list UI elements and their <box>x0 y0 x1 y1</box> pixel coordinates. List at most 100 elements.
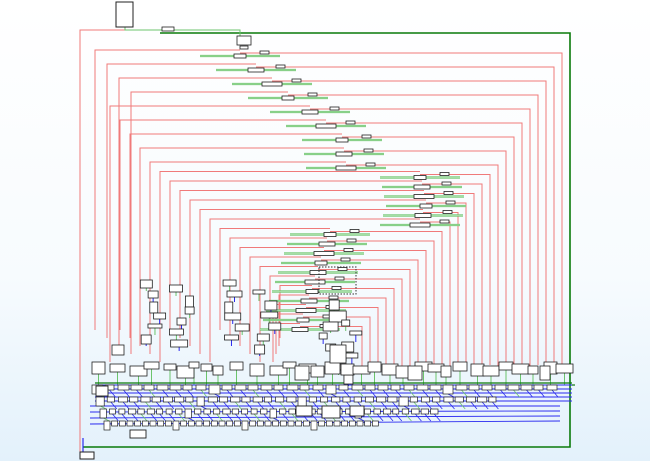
graph-node[interactable] <box>239 45 249 50</box>
dispatch-node[interactable] <box>349 405 365 417</box>
case-node[interactable] <box>310 365 325 378</box>
ladder-node[interactable] <box>296 317 310 323</box>
dispatch-node[interactable] <box>210 420 218 427</box>
dispatch-node[interactable] <box>272 420 280 427</box>
case-node[interactable] <box>212 365 224 376</box>
ladder-label-node[interactable] <box>439 219 450 224</box>
ladder-label-node[interactable] <box>307 92 318 97</box>
dispatch-node[interactable] <box>443 396 454 403</box>
dispatch-node[interactable] <box>118 420 126 427</box>
ladder-label-node[interactable] <box>275 64 286 69</box>
dispatch-node[interactable] <box>118 396 129 403</box>
dispatch-node[interactable] <box>302 420 310 427</box>
dispatch-node[interactable] <box>140 396 151 403</box>
dispatch-node[interactable] <box>390 384 401 391</box>
case-node[interactable] <box>329 344 347 364</box>
dispatch-node[interactable] <box>141 420 149 427</box>
dispatch-node[interactable] <box>234 384 247 391</box>
case-node[interactable] <box>555 363 574 374</box>
dispatch-node[interactable] <box>288 408 296 415</box>
dispatch-node[interactable] <box>106 396 115 403</box>
case-node[interactable] <box>163 363 177 371</box>
case-node[interactable] <box>498 361 514 371</box>
dispatch-node[interactable] <box>279 408 287 415</box>
graph-node[interactable] <box>140 334 152 345</box>
ladder-label-node[interactable] <box>340 257 351 262</box>
dispatch-node[interactable] <box>398 396 409 407</box>
dispatch-node[interactable] <box>184 408 192 419</box>
dispatch-node[interactable] <box>241 408 249 415</box>
ladder-label-node[interactable] <box>343 248 354 252</box>
ladder-node[interactable] <box>335 151 353 157</box>
dispatch-node[interactable] <box>137 408 145 415</box>
dispatch-node[interactable] <box>325 384 337 395</box>
dispatch-node[interactable] <box>287 420 295 427</box>
dispatch-node[interactable] <box>157 420 165 427</box>
dispatch-node[interactable] <box>182 384 193 391</box>
graph-node[interactable] <box>260 311 279 319</box>
ladder-label-node[interactable] <box>441 181 452 186</box>
dispatch-node[interactable] <box>218 420 226 427</box>
dispatch-node[interactable] <box>377 384 389 391</box>
dispatch-node[interactable] <box>331 396 341 403</box>
dispatch-node[interactable] <box>117 384 130 391</box>
case-node[interactable] <box>407 365 423 381</box>
exit-node[interactable] <box>79 451 95 460</box>
dispatch-node[interactable] <box>546 384 558 391</box>
dispatch-node[interactable] <box>312 384 324 391</box>
dispatch-node[interactable] <box>403 384 415 391</box>
dispatch-node[interactable] <box>103 420 111 431</box>
dispatch-node[interactable] <box>196 396 205 407</box>
case-node[interactable] <box>324 361 341 375</box>
graph-node[interactable] <box>169 284 183 293</box>
ladder-label-node[interactable] <box>291 78 302 83</box>
ladder-node[interactable] <box>318 241 336 247</box>
case-node[interactable] <box>143 361 160 370</box>
graph-node[interactable] <box>268 322 282 331</box>
case-node[interactable] <box>282 361 297 369</box>
dispatch-node[interactable] <box>341 420 349 427</box>
dispatch-node[interactable] <box>279 420 287 427</box>
case-node[interactable] <box>340 363 355 376</box>
ladder-label-node[interactable] <box>334 276 345 281</box>
graph-node[interactable] <box>224 312 242 321</box>
case-node[interactable] <box>482 365 500 377</box>
graph-node[interactable] <box>226 290 243 298</box>
dispatch-node[interactable] <box>494 384 507 391</box>
ladder-label-node[interactable] <box>328 295 339 300</box>
ladder-label-node[interactable] <box>445 200 456 205</box>
dispatch-node[interactable] <box>520 384 533 391</box>
graph-node[interactable] <box>224 334 239 341</box>
dispatch-node[interactable] <box>430 408 439 415</box>
ladder-node[interactable] <box>413 175 427 180</box>
dispatch-node[interactable] <box>481 384 493 391</box>
case-node[interactable] <box>249 363 265 377</box>
dispatch-node[interactable] <box>162 396 173 403</box>
dispatch-node[interactable] <box>286 384 299 391</box>
ladder-label-node[interactable] <box>331 286 342 290</box>
ladder-node[interactable] <box>413 194 435 199</box>
dispatch-node[interactable] <box>250 408 258 415</box>
ladder-label-node[interactable] <box>365 162 376 167</box>
ladder-node[interactable] <box>315 123 337 129</box>
graph-node[interactable] <box>161 26 175 32</box>
dispatch-node[interactable] <box>401 408 410 415</box>
case-node[interactable] <box>452 361 468 372</box>
dispatch-node[interactable] <box>320 396 329 403</box>
dispatch-node[interactable] <box>468 384 480 391</box>
dispatch-node[interactable] <box>421 396 431 403</box>
dispatch-node[interactable] <box>127 408 137 415</box>
ladder-node[interactable] <box>323 232 337 237</box>
ladder-node[interactable] <box>300 298 318 304</box>
case-node[interactable] <box>352 365 371 375</box>
dispatch-node[interactable] <box>174 396 185 403</box>
dispatch-node[interactable] <box>308 396 317 403</box>
ladder-node[interactable] <box>314 260 328 266</box>
dispatch-node[interactable] <box>310 420 318 431</box>
dispatch-node[interactable] <box>226 420 234 427</box>
dispatch-node[interactable] <box>195 420 203 427</box>
dispatch-node[interactable] <box>208 384 221 395</box>
dispatch-node[interactable] <box>442 384 454 395</box>
graph-node[interactable] <box>169 328 184 336</box>
